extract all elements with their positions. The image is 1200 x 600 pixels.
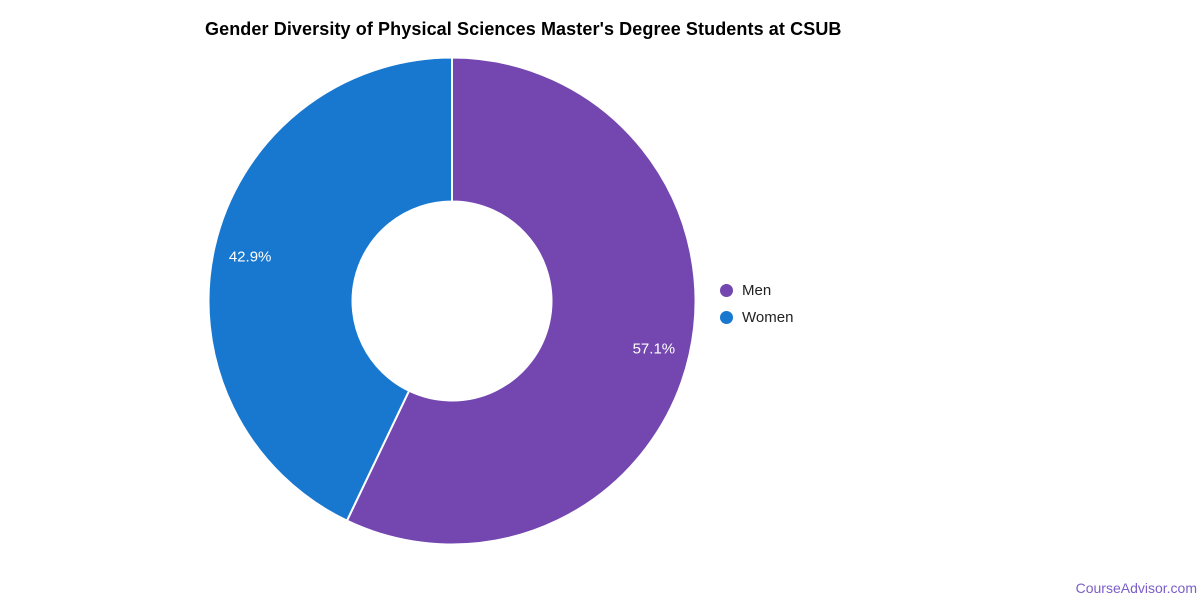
legend-swatch-women-icon (720, 310, 733, 324)
legend-label-men: Men (742, 281, 772, 299)
slice-percent-label-men: 57.1% (633, 340, 676, 357)
legend-label-women: Women (742, 308, 794, 326)
pie-slice-men[interactable] (345, 56, 697, 546)
watermark-link[interactable]: CourseAdvisor.com (1075, 580, 1197, 596)
slice-percent-label-women: 42.9% (229, 249, 272, 266)
pie-slice-women[interactable] (207, 56, 453, 523)
legend-item-men[interactable]: Men (720, 278, 793, 302)
chart-title: Gender Diversity of Physical Sciences Ma… (205, 19, 842, 39)
legend: Men Women (720, 278, 793, 329)
legend-swatch-men-icon (720, 283, 733, 297)
legend-item-women[interactable]: Women (720, 305, 793, 329)
